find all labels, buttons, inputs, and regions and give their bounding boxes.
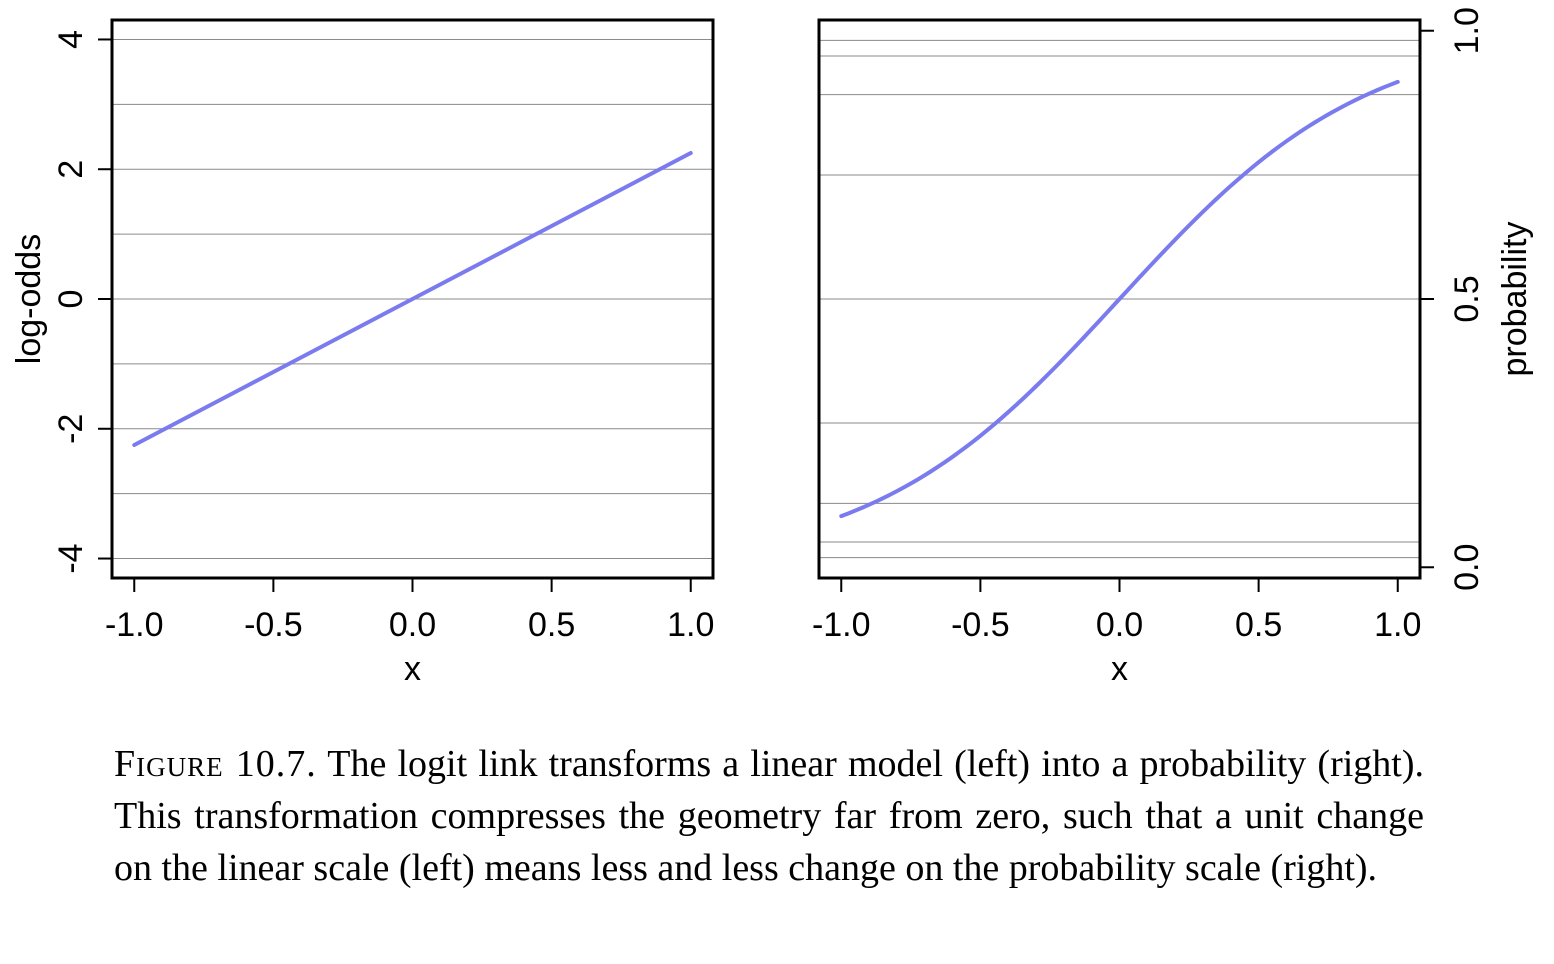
y-tick-label: 1.0 <box>1448 7 1486 54</box>
y-axis-label: probability <box>1496 222 1534 377</box>
y-tick-label: -2 <box>52 414 90 444</box>
x-tick-label: -0.5 <box>244 606 303 644</box>
x-tick-label: -0.5 <box>951 606 1010 644</box>
right-panel: -1.0 -0.5 0.0 0.5 1.0 x 0.0 0.5 1.0 probability <box>812 7 1534 688</box>
data-line <box>839 79 1400 519</box>
y-axis-label: log-odds <box>10 234 48 364</box>
x-axis-label: x <box>1111 650 1128 688</box>
x-tick-label: 1.0 <box>1374 606 1421 644</box>
x-axis-label: x <box>404 650 421 688</box>
x-tick-label: 0.5 <box>1235 606 1282 644</box>
x-tick-label: -1.0 <box>812 606 871 644</box>
figure-label: Figure 10.7. <box>114 743 317 785</box>
y-tick-label: 0.0 <box>1448 544 1486 591</box>
y-tick-label: -4 <box>52 543 90 573</box>
x-tick-label: -1.0 <box>105 606 164 644</box>
x-tick-label: 0.5 <box>528 606 575 644</box>
figure-caption-text: The logit link transforms a linear model… <box>114 743 1424 889</box>
y-tick-label: 0 <box>52 290 90 309</box>
y-tick-label: 4 <box>52 30 90 49</box>
x-tick-label: 0.0 <box>389 606 436 644</box>
left-panel: -1.0 -0.5 0.0 0.5 1.0 x -4 -2 0 2 4 log-odds <box>10 18 715 688</box>
y-tick-label: 0.5 <box>1448 275 1486 322</box>
figure-caption: Figure 10.7. The logit link transforms a… <box>114 738 1424 894</box>
y-tick-label: 2 <box>52 160 90 179</box>
figure-chart: -1.0 -0.5 0.0 0.5 1.0 x -4 -2 0 2 4 log-odds -1.0 -0… <box>10 7 1534 688</box>
data-line <box>132 151 693 447</box>
x-tick-label: 0.0 <box>1096 606 1143 644</box>
x-tick-label: 1.0 <box>667 606 714 644</box>
